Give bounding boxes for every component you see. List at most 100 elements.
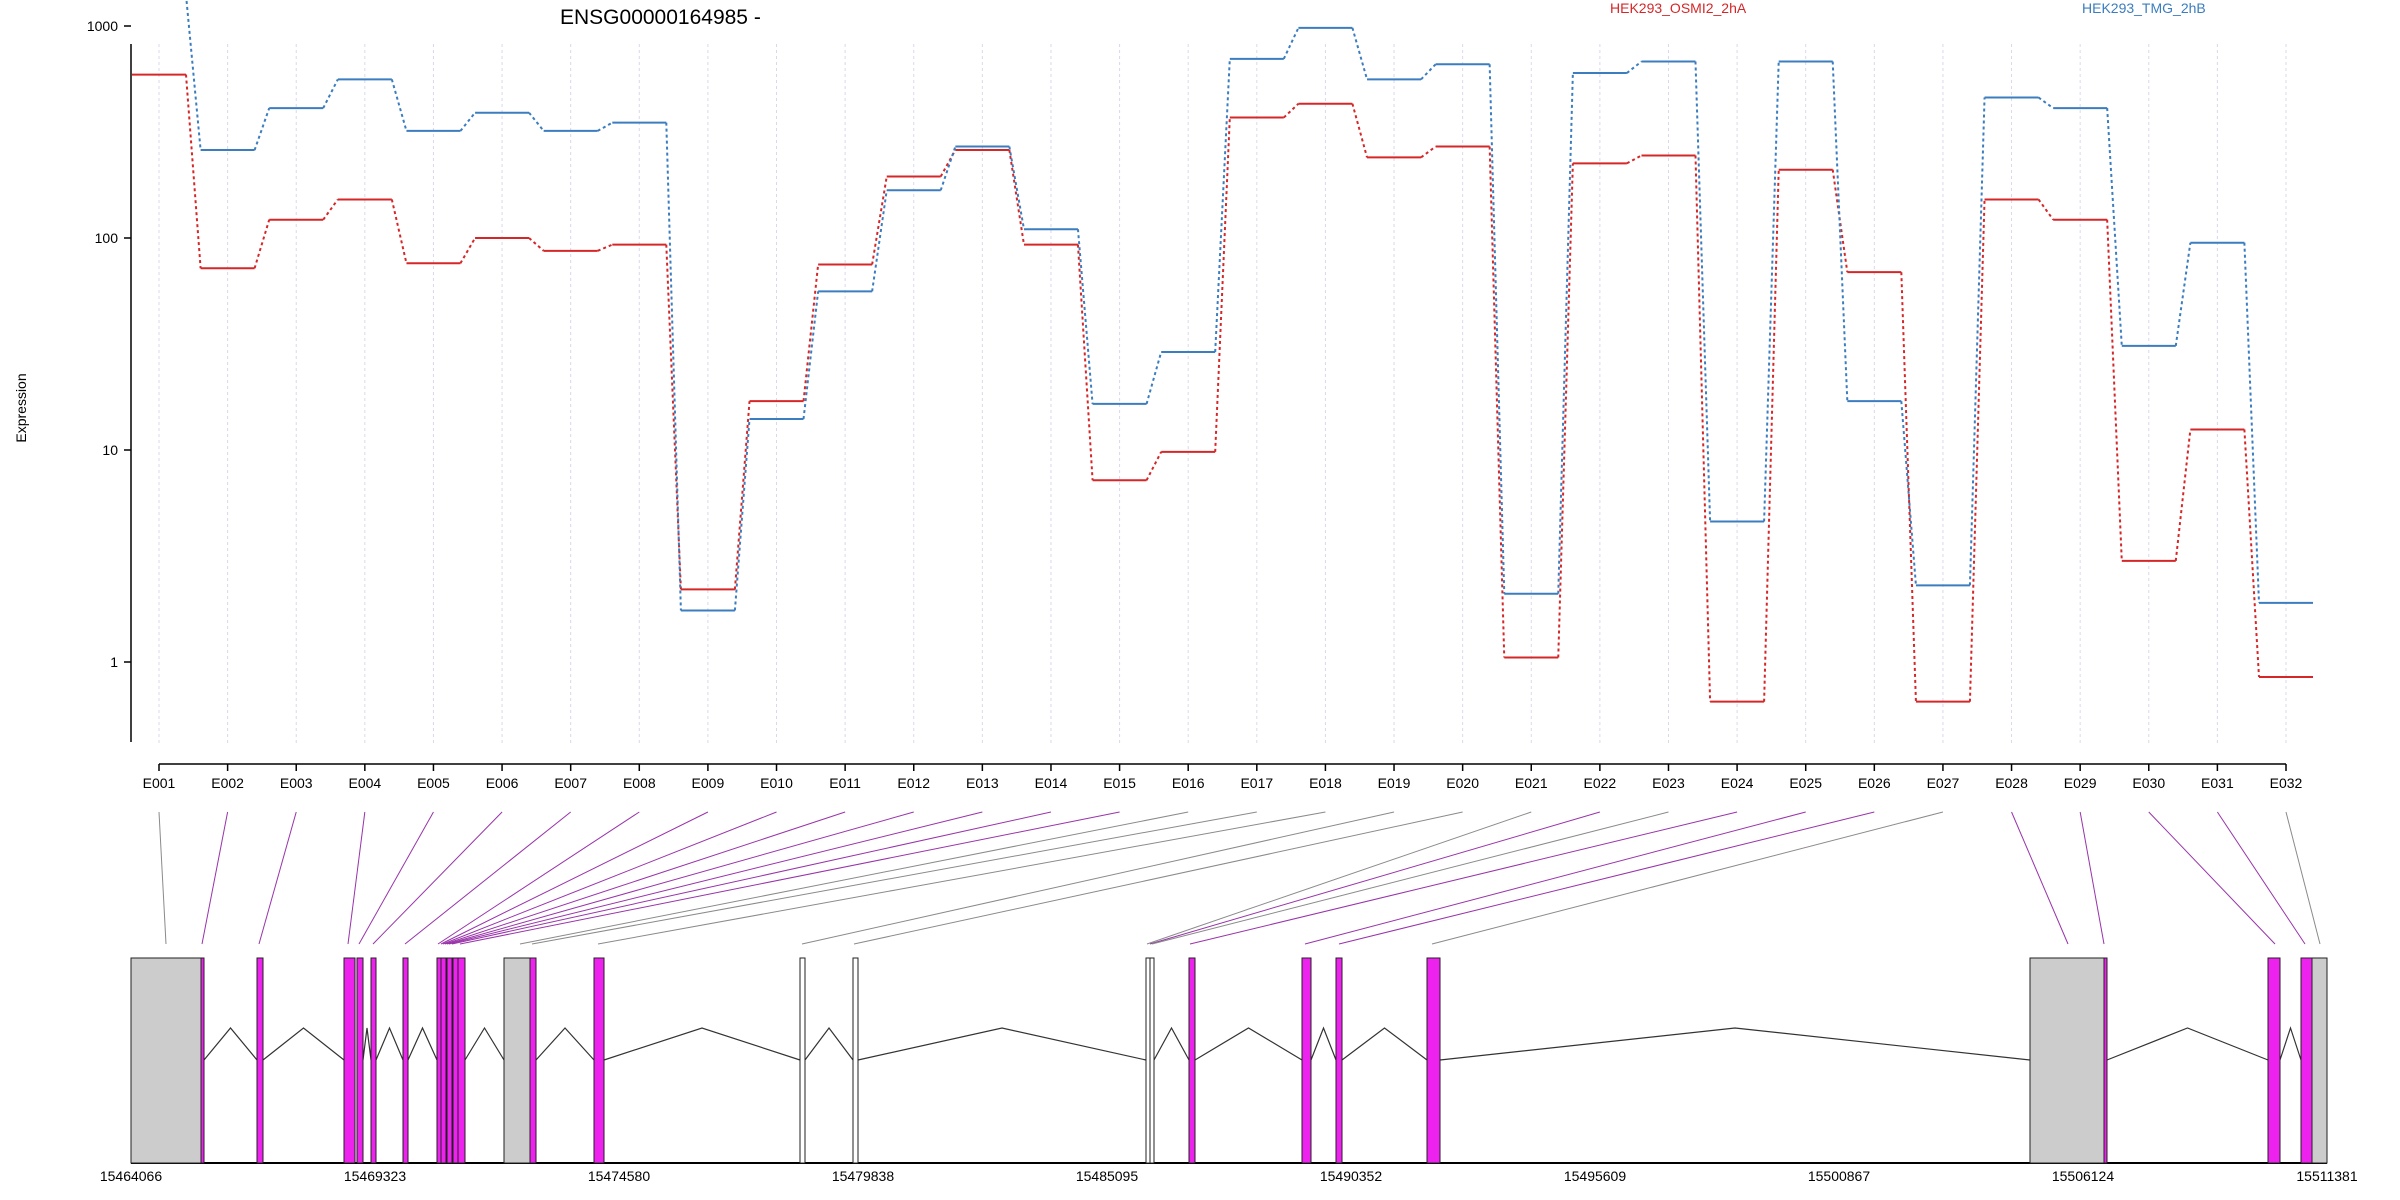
intron	[2106, 1027, 2269, 1061]
x-tick-label: E018	[1309, 775, 1342, 791]
series-connector	[1214, 117, 1231, 452]
x-tick-label: E030	[2132, 775, 2165, 791]
x-tick-label: E008	[623, 775, 656, 791]
intron	[603, 1027, 801, 1061]
intron	[1341, 1027, 1428, 1061]
series-connector	[528, 237, 545, 252]
x-tick-label: E021	[1515, 775, 1548, 791]
y-axis-label: Expression	[13, 373, 29, 442]
exon-connector	[372, 811, 503, 945]
exon-block	[1426, 957, 1441, 1164]
y-tick-label: 10	[102, 442, 118, 458]
series-connector	[802, 291, 820, 420]
series-connector	[1557, 163, 1574, 658]
exon-connector	[404, 811, 571, 945]
genome-tick-label: 15490352	[1320, 1168, 1383, 1184]
x-tick-label: E016	[1172, 775, 1205, 791]
intron	[464, 1026, 505, 1061]
x-tick-label: E031	[2201, 775, 2234, 791]
intron	[375, 1026, 404, 1061]
exon-block	[1145, 957, 1151, 1164]
x-tick-label: E027	[1927, 775, 1960, 791]
series-connector	[2106, 219, 2123, 561]
exon-connector	[201, 811, 229, 945]
series-connector	[2174, 242, 2192, 346]
series-connector	[1626, 154, 1642, 165]
intron	[2279, 1026, 2302, 1061]
utr-block	[2029, 957, 2105, 1164]
intron	[407, 1026, 438, 1061]
exon-connectors	[158, 811, 2321, 945]
exon-block	[2267, 957, 2281, 1164]
x-tick-label: E011	[829, 775, 861, 791]
series-connector	[459, 112, 476, 132]
series-connector	[253, 219, 271, 269]
exon-connector	[2148, 811, 2276, 945]
series-lines	[132, 0, 2313, 703]
exon-block	[356, 957, 364, 1164]
exon-connector	[519, 811, 1189, 945]
series-connector	[1968, 199, 1986, 702]
series-connector	[1420, 145, 1437, 159]
exon-block	[1188, 957, 1196, 1164]
exon-connector	[1304, 811, 1806, 945]
x-tick-label: E024	[1721, 775, 1754, 791]
genome-tick-label: 15511381	[2296, 1168, 2357, 1184]
series-connector	[2037, 96, 2054, 109]
series-connector	[802, 264, 820, 402]
y-tick-label: 1000	[87, 18, 118, 34]
x-tick-label: E013	[966, 775, 999, 791]
exon-block	[2300, 957, 2313, 1164]
utr-block	[503, 957, 531, 1164]
utr-block	[2311, 957, 2328, 1164]
exon-block	[452, 957, 459, 1164]
x-tick-label: E009	[692, 775, 725, 791]
genome-tick-label: 15479838	[832, 1168, 895, 1184]
series-connector	[1145, 351, 1163, 405]
exon-connector	[347, 811, 366, 945]
exon-block	[1335, 957, 1343, 1164]
x-tick-label: E001	[143, 775, 176, 791]
exon-connector	[2216, 811, 2306, 945]
x-tick-label: E006	[486, 775, 519, 791]
exon-connector	[531, 811, 1257, 945]
genome-tick-label: 15469323	[344, 1168, 407, 1184]
series-connector	[1763, 61, 1780, 522]
exon-connector	[446, 811, 914, 945]
exon-connector	[597, 811, 1326, 945]
series-connector	[2243, 429, 2260, 678]
exon-connector	[853, 811, 1463, 945]
x-tick-label: E010	[760, 775, 793, 791]
series-connector	[665, 122, 682, 611]
exon-block	[852, 957, 859, 1164]
series-connector	[939, 146, 957, 191]
series-connector	[733, 418, 751, 611]
exon-connector	[1431, 811, 1944, 945]
x-tick-label: E019	[1378, 775, 1411, 791]
exon-connector	[442, 811, 777, 945]
exon-connector	[1151, 811, 1669, 945]
genome-tick-label: 15500867	[1808, 1168, 1871, 1184]
series-connector	[528, 112, 545, 132]
series-connector	[1420, 63, 1437, 81]
series-connector	[2243, 242, 2260, 603]
intron	[203, 1027, 258, 1061]
intron	[362, 1027, 372, 1061]
x-tick-label: E003	[280, 775, 313, 791]
x-tick-label: E012	[897, 775, 930, 791]
legend-series-1: HEK293_OSMI2_2hA	[1610, 0, 1747, 16]
utr-block	[130, 957, 202, 1164]
series-2	[185, 0, 2313, 612]
exon-block	[529, 957, 537, 1164]
intron	[1310, 1026, 1337, 1061]
series-connector	[1076, 244, 1094, 481]
exon-connector	[1338, 811, 1875, 945]
exon-block	[200, 957, 205, 1164]
series-connector	[1488, 146, 1506, 658]
series-connector	[390, 199, 408, 264]
x-tick-label: E025	[1789, 775, 1822, 791]
x-tick-label: E005	[417, 775, 450, 791]
series-connector	[1214, 58, 1231, 353]
x-tick-label: E029	[2064, 775, 2097, 791]
